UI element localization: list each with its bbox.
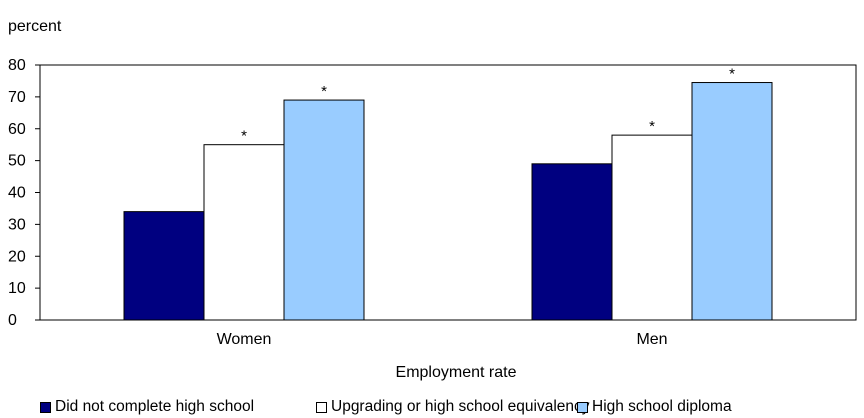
axes: 0 10 20 30 40 50 60 70 80 Women Men [8,57,857,348]
legend-label: Did not complete high school [55,398,255,415]
y-tick-label: 10 [8,280,26,297]
y-tick-label: 20 [8,248,26,265]
x-tick-label: Women [217,331,272,348]
legend-label: High school diploma [592,398,732,415]
legend-item: Did not complete high school [40,398,254,416]
legend-item: Upgrading or high school equivalency [316,398,590,416]
legend-swatch [577,401,588,413]
bar [531,163,613,321]
y-tick-label: 50 [8,153,26,170]
x-tick-label: Men [636,331,667,348]
bars: * * * * [123,66,773,321]
y-tick-label: 0 [8,312,17,329]
y-tick-label: 70 [8,89,26,106]
significance-marker: * [649,118,655,135]
y-tick-label: 60 [8,121,26,138]
bar [611,134,693,321]
bar [123,211,205,321]
y-tick-label: 40 [8,185,26,202]
bar-chart: percent 0 10 20 30 40 50 60 70 80 Women Men * * * * E… [8,18,857,381]
legend-swatch [316,401,327,413]
significance-marker: * [241,128,247,145]
legend-item: High school diploma [577,398,732,416]
significance-marker: * [321,83,327,100]
y-tick-label: 80 [8,57,26,74]
y-tick-label: 30 [8,216,26,233]
bar [691,82,773,321]
significance-marker: * [729,66,735,83]
x-axis-label: Employment rate [396,364,517,381]
y-axis-label: percent [8,18,62,35]
legend-label: Upgrading or high school equivalency [331,398,590,415]
legend-swatch [40,401,51,413]
bar [203,144,285,321]
bar [283,99,365,321]
